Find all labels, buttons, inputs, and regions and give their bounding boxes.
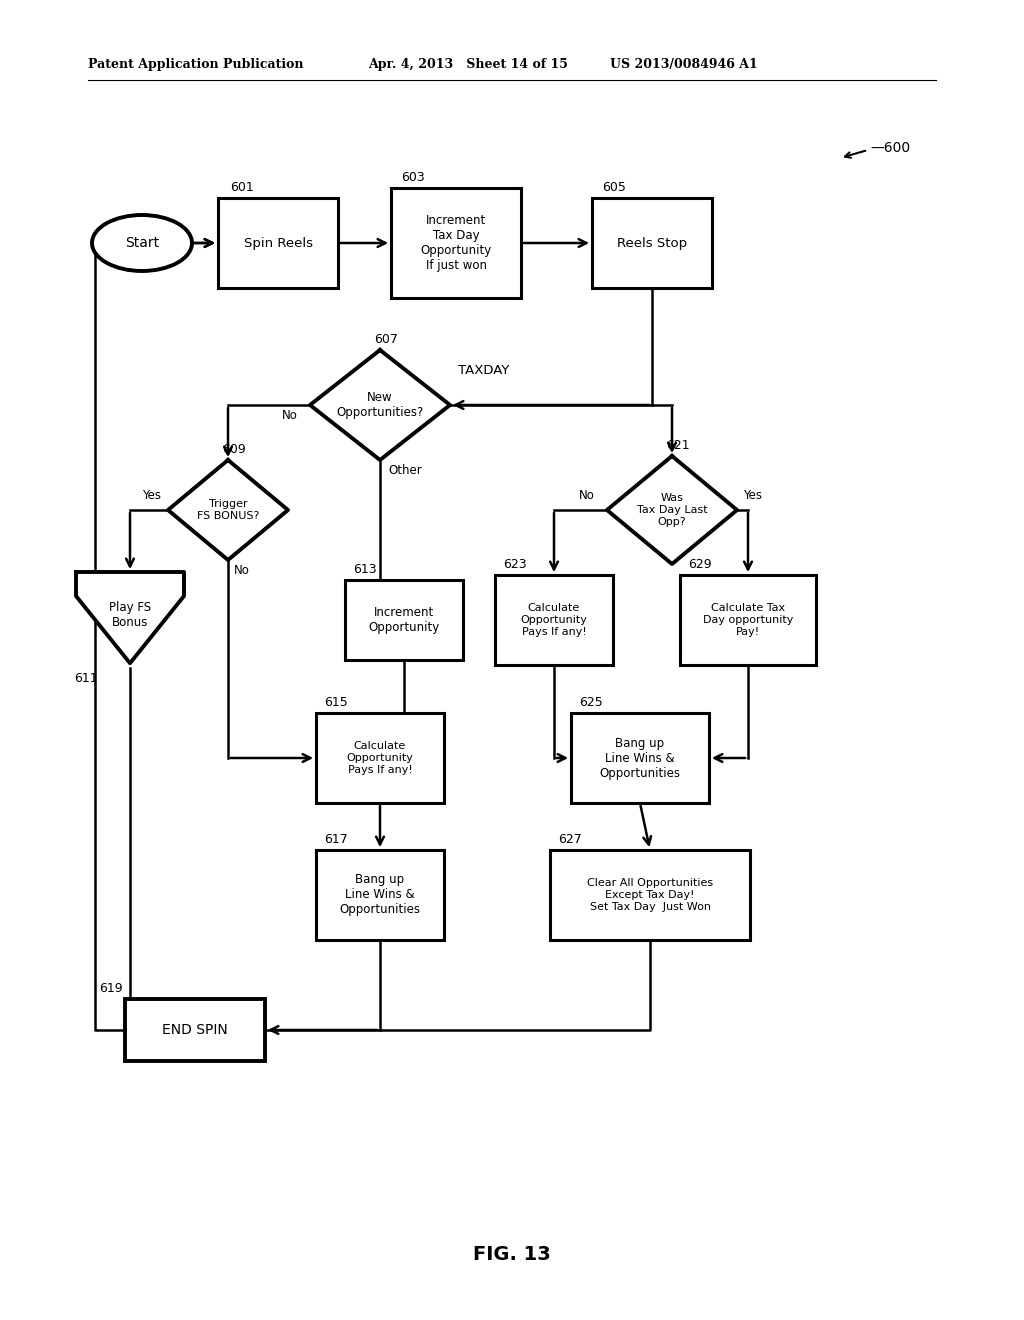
Text: Increment
Tax Day
Opportunity
If just won: Increment Tax Day Opportunity If just wo…	[421, 214, 492, 272]
Bar	[550, 850, 750, 940]
Text: END SPIN: END SPIN	[162, 1023, 228, 1038]
Text: Apr. 4, 2013   Sheet 14 of 15: Apr. 4, 2013 Sheet 14 of 15	[368, 58, 568, 71]
Ellipse shape	[92, 215, 193, 271]
Text: 623: 623	[503, 558, 526, 572]
Text: 609: 609	[222, 444, 246, 455]
Text: Was
Tax Day Last
Opp?: Was Tax Day Last Opp?	[637, 494, 708, 527]
Bar	[125, 999, 265, 1061]
Text: —600: —600	[870, 141, 910, 154]
Polygon shape	[76, 572, 184, 663]
Text: Calculate Tax
Day opportunity
Pay!: Calculate Tax Day opportunity Pay!	[702, 603, 794, 636]
Text: 611: 611	[74, 672, 97, 685]
Bar	[345, 579, 463, 660]
Text: US 2013/0084946 A1: US 2013/0084946 A1	[610, 58, 758, 71]
Text: 601: 601	[230, 181, 254, 194]
Bar	[391, 187, 521, 298]
Text: Yes: Yes	[743, 488, 762, 502]
Bar	[680, 576, 816, 665]
Text: FIG. 13: FIG. 13	[473, 1246, 551, 1265]
Polygon shape	[310, 350, 450, 459]
Text: 617: 617	[324, 833, 348, 846]
Text: No: No	[579, 488, 595, 502]
Text: 603: 603	[401, 172, 425, 183]
Polygon shape	[168, 459, 288, 560]
Text: 621: 621	[666, 440, 689, 451]
Text: Play FS
Bonus: Play FS Bonus	[109, 601, 152, 630]
Text: 615: 615	[324, 696, 348, 709]
Text: 613: 613	[353, 564, 377, 576]
Text: New
Opportunities?: New Opportunities?	[336, 391, 424, 418]
Bar	[316, 713, 444, 803]
Text: Start: Start	[125, 236, 159, 249]
Bar	[495, 576, 613, 665]
Bar	[218, 198, 338, 288]
Text: Calculate
Opportunity
Pays If any!: Calculate Opportunity Pays If any!	[520, 603, 588, 636]
Bar	[571, 713, 709, 803]
Polygon shape	[607, 455, 737, 564]
Text: No: No	[282, 409, 298, 422]
Text: 625: 625	[579, 696, 603, 709]
Text: 605: 605	[602, 181, 626, 194]
Bar	[316, 850, 444, 940]
Text: Reels Stop: Reels Stop	[616, 236, 687, 249]
Text: No: No	[234, 564, 250, 577]
Bar	[592, 198, 712, 288]
Text: Bang up
Line Wins &
Opportunities: Bang up Line Wins & Opportunities	[599, 737, 681, 780]
Text: Calculate
Opportunity
Pays If any!: Calculate Opportunity Pays If any!	[346, 742, 414, 775]
Text: TAXDAY: TAXDAY	[458, 364, 509, 378]
Text: Bang up
Line Wins &
Opportunities: Bang up Line Wins & Opportunities	[340, 874, 421, 916]
Text: Increment
Opportunity: Increment Opportunity	[369, 606, 439, 634]
Text: Spin Reels: Spin Reels	[244, 236, 312, 249]
Text: Yes: Yes	[142, 488, 161, 502]
Text: Clear All Opportunities
Except Tax Day!
Set Tax Day  Just Won: Clear All Opportunities Except Tax Day! …	[587, 878, 713, 912]
Text: Patent Application Publication: Patent Application Publication	[88, 58, 303, 71]
Text: Trigger
FS BONUS?: Trigger FS BONUS?	[197, 499, 259, 521]
Text: 627: 627	[558, 833, 582, 846]
Text: 619: 619	[99, 982, 123, 995]
Text: 629: 629	[688, 558, 712, 572]
Text: 607: 607	[374, 333, 398, 346]
Text: Other: Other	[388, 465, 422, 477]
